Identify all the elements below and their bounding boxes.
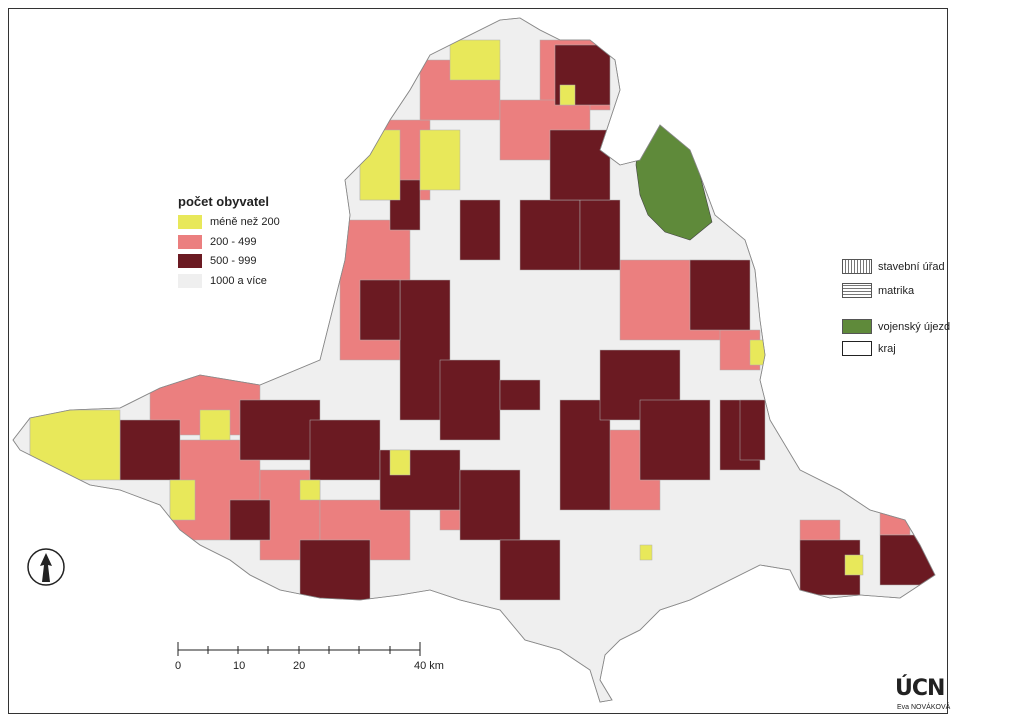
municipality-dark <box>359 279 401 341</box>
legend-label: kraj <box>878 342 896 355</box>
municipality-dark <box>639 399 711 481</box>
legend-swatch <box>178 253 202 268</box>
municipality-dark <box>519 199 581 271</box>
legend-swatch <box>178 234 202 249</box>
municipality-dark <box>739 399 766 461</box>
horizontal-hatch-swatch <box>842 283 872 298</box>
municipality-yellow <box>559 84 576 106</box>
legend-swatch <box>178 273 202 288</box>
municipality-dark <box>879 534 935 586</box>
legend-item-matrika: matrika <box>842 283 914 298</box>
scale-tick-label: 20 <box>293 660 306 672</box>
ucn-logo: ÚCN <box>895 676 945 701</box>
municipality-dark <box>439 359 501 441</box>
legend-label: méně než 200 <box>210 215 280 228</box>
legend-label: matrika <box>878 284 915 297</box>
region-border <box>12 17 936 703</box>
municipality-dark <box>239 399 321 461</box>
legend-item-500-999: 500 - 999 <box>178 253 256 268</box>
municipality-dark <box>499 379 541 411</box>
municipality-yellow <box>199 409 231 441</box>
municipality-dark <box>459 199 501 261</box>
municipality-yellow <box>749 339 766 366</box>
legend-item-kraj: kraj <box>842 341 896 356</box>
municipality-yellow <box>639 544 653 561</box>
municipality-yellow <box>389 449 411 476</box>
legend-label: vojenský újezd <box>878 320 951 333</box>
legend-item-1000-plus: 1000 a více <box>178 273 267 288</box>
map-frame <box>8 8 948 714</box>
legend-title: počet obyvatel <box>178 194 270 209</box>
municipality-dark <box>309 419 381 481</box>
legend-label: 500 - 999 <box>210 254 257 267</box>
municipality-yellow <box>169 479 196 521</box>
municipality-yellow <box>449 39 501 81</box>
legend-item-vojensky-ujezd: vojenský újezd <box>842 319 950 334</box>
legend-label: stavební úřad <box>878 260 945 273</box>
municipality-dark <box>229 499 271 541</box>
scale-tick-label: 0 <box>175 660 182 672</box>
municipality-yellow <box>299 479 321 501</box>
municipality-dark <box>459 469 521 541</box>
scale-bar <box>177 642 421 656</box>
municipality-yellow <box>29 409 121 481</box>
legend-swatch <box>178 214 202 229</box>
vertical-hatch-swatch <box>842 259 872 274</box>
author-credit: Eva NOVÁKOVÁ <box>897 704 951 711</box>
municipality-dark <box>549 129 611 201</box>
legend-item-200-499: 200 - 499 <box>178 234 256 249</box>
scale-tick-label: 10 <box>233 660 246 672</box>
municipality-dark <box>689 259 751 331</box>
legend-swatch <box>842 319 872 334</box>
municipality-dark <box>119 419 181 481</box>
municipality-dark <box>299 539 371 601</box>
scale-tick-label: 40 km <box>414 660 444 672</box>
outline-swatch <box>842 341 872 356</box>
municipality-yellow <box>359 129 401 201</box>
municipality-dark <box>579 199 621 271</box>
municipality-yellow <box>844 554 864 576</box>
north-arrow-icon <box>27 548 65 586</box>
legend-item-stavebni-urad: stavební úřad <box>842 259 945 274</box>
legend-item-less-200: méně než 200 <box>178 214 280 229</box>
legend-label: 200 - 499 <box>210 235 257 248</box>
municipality-yellow <box>419 129 461 191</box>
municipalities-layer <box>29 39 935 601</box>
municipality-dark <box>499 539 561 601</box>
legend-label: 1000 a více <box>210 274 267 287</box>
